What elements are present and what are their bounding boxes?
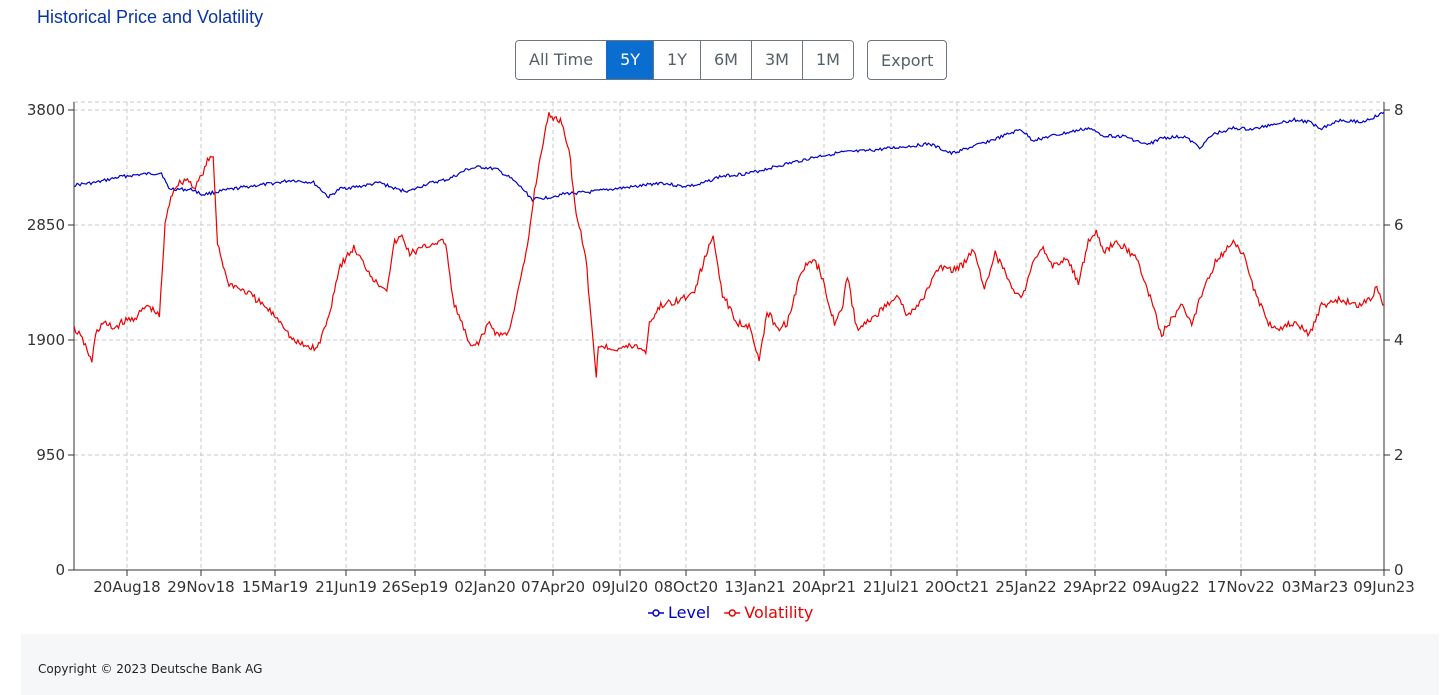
y-left-tick-label: 0 (55, 561, 65, 579)
range-5y-button[interactable]: 5Y (606, 41, 654, 79)
x-tick-label: 21Jul21 (863, 578, 919, 596)
footer: Copyright © 2023 Deutsche Bank AG (21, 634, 1439, 695)
x-tick-label: 08Oct20 (654, 578, 718, 596)
legend-marker-dot (652, 609, 660, 617)
range-6m-button[interactable]: 6M (699, 41, 751, 79)
y-right-tick-label: 0 (1394, 561, 1404, 579)
y-right-tick-label: 8 (1394, 101, 1404, 119)
y-left-tick-label: 950 (36, 446, 65, 464)
range-selector: All Time 5Y 1Y 6M 3M 1M (515, 40, 854, 80)
x-tick-label: 09Jun23 (1353, 578, 1415, 596)
legend-marker-dot (728, 609, 736, 617)
x-tick-label: 03Mar23 (1282, 578, 1348, 596)
x-tick-label: 15Mar19 (242, 578, 308, 596)
legend-label-level: Level (668, 603, 710, 622)
y-right-tick-label: 2 (1394, 446, 1404, 464)
x-tick-label: 17Nov22 (1207, 578, 1274, 596)
x-tick-label: 09Jul20 (592, 578, 648, 596)
y-right-tick-label: 6 (1394, 216, 1404, 234)
x-tick-label: 20Oct21 (925, 578, 989, 596)
y-left-tick-label: 2850 (27, 216, 65, 234)
export-button[interactable]: Export (867, 40, 948, 80)
price-volatility-chart: 0 950 1900 2850 3800 0 2 4 6 8 20Aug18 29Nov18 15Mar… (27, 101, 1415, 622)
x-tick-label: 20Aug18 (93, 578, 160, 596)
x-tick-label: 29Nov18 (167, 578, 234, 596)
y-left-tick-label: 3800 (27, 101, 65, 119)
range-3m-button[interactable]: 3M (750, 41, 802, 79)
legend-label-volatility: Volatility (744, 603, 813, 622)
series-line-level (73, 111, 1385, 203)
range-1y-button[interactable]: 1Y (653, 41, 700, 79)
range-all-time-button[interactable]: All Time (516, 41, 607, 79)
x-tick-label: 09Aug22 (1132, 578, 1199, 596)
x-tick-label: 25Jan22 (995, 578, 1056, 596)
x-tick-label: 26Sep19 (382, 578, 448, 596)
x-tick-label: 02Jan20 (454, 578, 515, 596)
y-left-tick-label: 1900 (27, 331, 65, 349)
x-tick-label: 21Jun19 (315, 578, 377, 596)
range-1m-button[interactable]: 1M (801, 41, 853, 79)
x-tick-label: 13Jan21 (724, 578, 785, 596)
series-line-volatility (73, 112, 1385, 378)
chart-title: Historical Price and Volatility (37, 7, 264, 27)
copyright-text: Copyright © 2023 Deutsche Bank AG (38, 662, 263, 676)
x-tick-label: 29Apr22 (1063, 578, 1127, 596)
x-tick-label: 07Apr20 (521, 578, 585, 596)
y-right-tick-label: 4 (1394, 331, 1404, 349)
x-tick-label: 20Apr21 (792, 578, 856, 596)
